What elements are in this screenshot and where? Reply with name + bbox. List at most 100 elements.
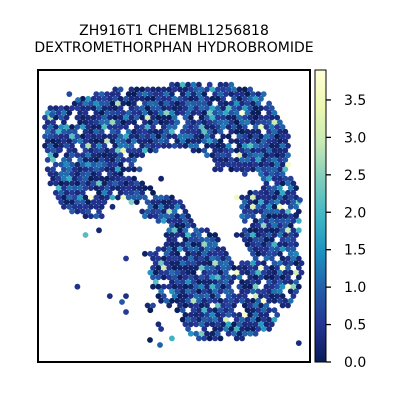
- spot: [295, 274, 302, 281]
- spot: [193, 246, 200, 253]
- spot: [244, 316, 251, 323]
- spot: [204, 114, 210, 121]
- spot: [190, 232, 197, 238]
- spot: [279, 293, 286, 299]
- spot: [250, 91, 256, 97]
- spot: [271, 185, 278, 192]
- spot: [214, 95, 221, 102]
- spot: [187, 124, 194, 130]
- spot: [241, 161, 248, 168]
- spot: [193, 86, 200, 93]
- spot: [217, 288, 224, 295]
- spot: [287, 185, 294, 192]
- spot: [185, 269, 192, 276]
- spot: [166, 105, 173, 112]
- spot: [241, 302, 248, 309]
- spot: [155, 142, 162, 149]
- spot: [268, 208, 275, 215]
- spot: [98, 157, 105, 163]
- spot: [160, 255, 167, 262]
- spot: [225, 124, 232, 130]
- spot: [290, 218, 297, 224]
- spot: [255, 203, 262, 210]
- spot: [52, 180, 59, 187]
- spot: [260, 91, 267, 97]
- spot: [228, 288, 235, 295]
- spot: [266, 326, 272, 332]
- spot: [158, 203, 165, 210]
- spot: [287, 241, 294, 248]
- spot: [115, 185, 121, 192]
- spot: [255, 128, 262, 135]
- spot: [63, 142, 70, 149]
- spot: [201, 241, 208, 248]
- spot: [217, 119, 224, 126]
- spot: [260, 138, 267, 145]
- spot: [142, 100, 148, 107]
- spot: [266, 194, 272, 201]
- spot: [171, 283, 178, 290]
- spot: [260, 213, 267, 220]
- spot: [147, 269, 154, 276]
- spot: [150, 255, 156, 262]
- spot: [77, 157, 83, 163]
- spot: [255, 269, 262, 276]
- spot: [204, 142, 210, 149]
- spot: [85, 114, 92, 121]
- spot: [250, 110, 256, 116]
- spot: [88, 147, 94, 154]
- spot: [225, 274, 232, 281]
- spot: [271, 297, 278, 304]
- spot: [268, 189, 275, 196]
- spot: [187, 265, 194, 271]
- spot: [201, 128, 208, 135]
- spot: [50, 119, 56, 126]
- spot: [241, 321, 248, 328]
- spot: [98, 175, 105, 182]
- spot: [131, 138, 138, 145]
- spot: [212, 166, 219, 173]
- spot: [85, 124, 92, 130]
- spot: [79, 199, 86, 206]
- spot: [50, 147, 56, 154]
- spot: [185, 250, 192, 257]
- spot: [88, 166, 94, 173]
- spot: [187, 133, 194, 140]
- spot: [115, 194, 121, 201]
- spot: [247, 142, 254, 149]
- spot: [142, 110, 148, 116]
- spot: [74, 283, 81, 290]
- spot: [125, 147, 132, 154]
- spot: [98, 203, 105, 210]
- spot: [250, 307, 256, 314]
- spot: [266, 297, 272, 304]
- spot: [117, 105, 124, 112]
- spot: [250, 288, 256, 295]
- spot: [131, 185, 138, 192]
- spot: [274, 274, 281, 281]
- spot: [209, 86, 216, 93]
- spot: [93, 138, 100, 145]
- spot: [74, 152, 81, 159]
- spot: [160, 133, 167, 140]
- spot: [187, 246, 194, 253]
- spot: [160, 283, 167, 290]
- spot: [42, 142, 48, 149]
- spot: [285, 199, 291, 206]
- spot: [96, 180, 102, 187]
- spot: [163, 119, 170, 126]
- spot: [209, 293, 216, 299]
- spot: [79, 189, 86, 196]
- spot: [171, 142, 178, 149]
- spot: [82, 147, 89, 154]
- spot: [93, 175, 100, 182]
- spot: [258, 95, 264, 102]
- spot: [233, 269, 240, 276]
- spot: [271, 288, 278, 295]
- spot: [217, 147, 224, 154]
- spot: [177, 133, 183, 140]
- spot: [115, 138, 121, 145]
- spot: [177, 283, 183, 290]
- spot: [90, 142, 97, 149]
- spot: [282, 260, 289, 267]
